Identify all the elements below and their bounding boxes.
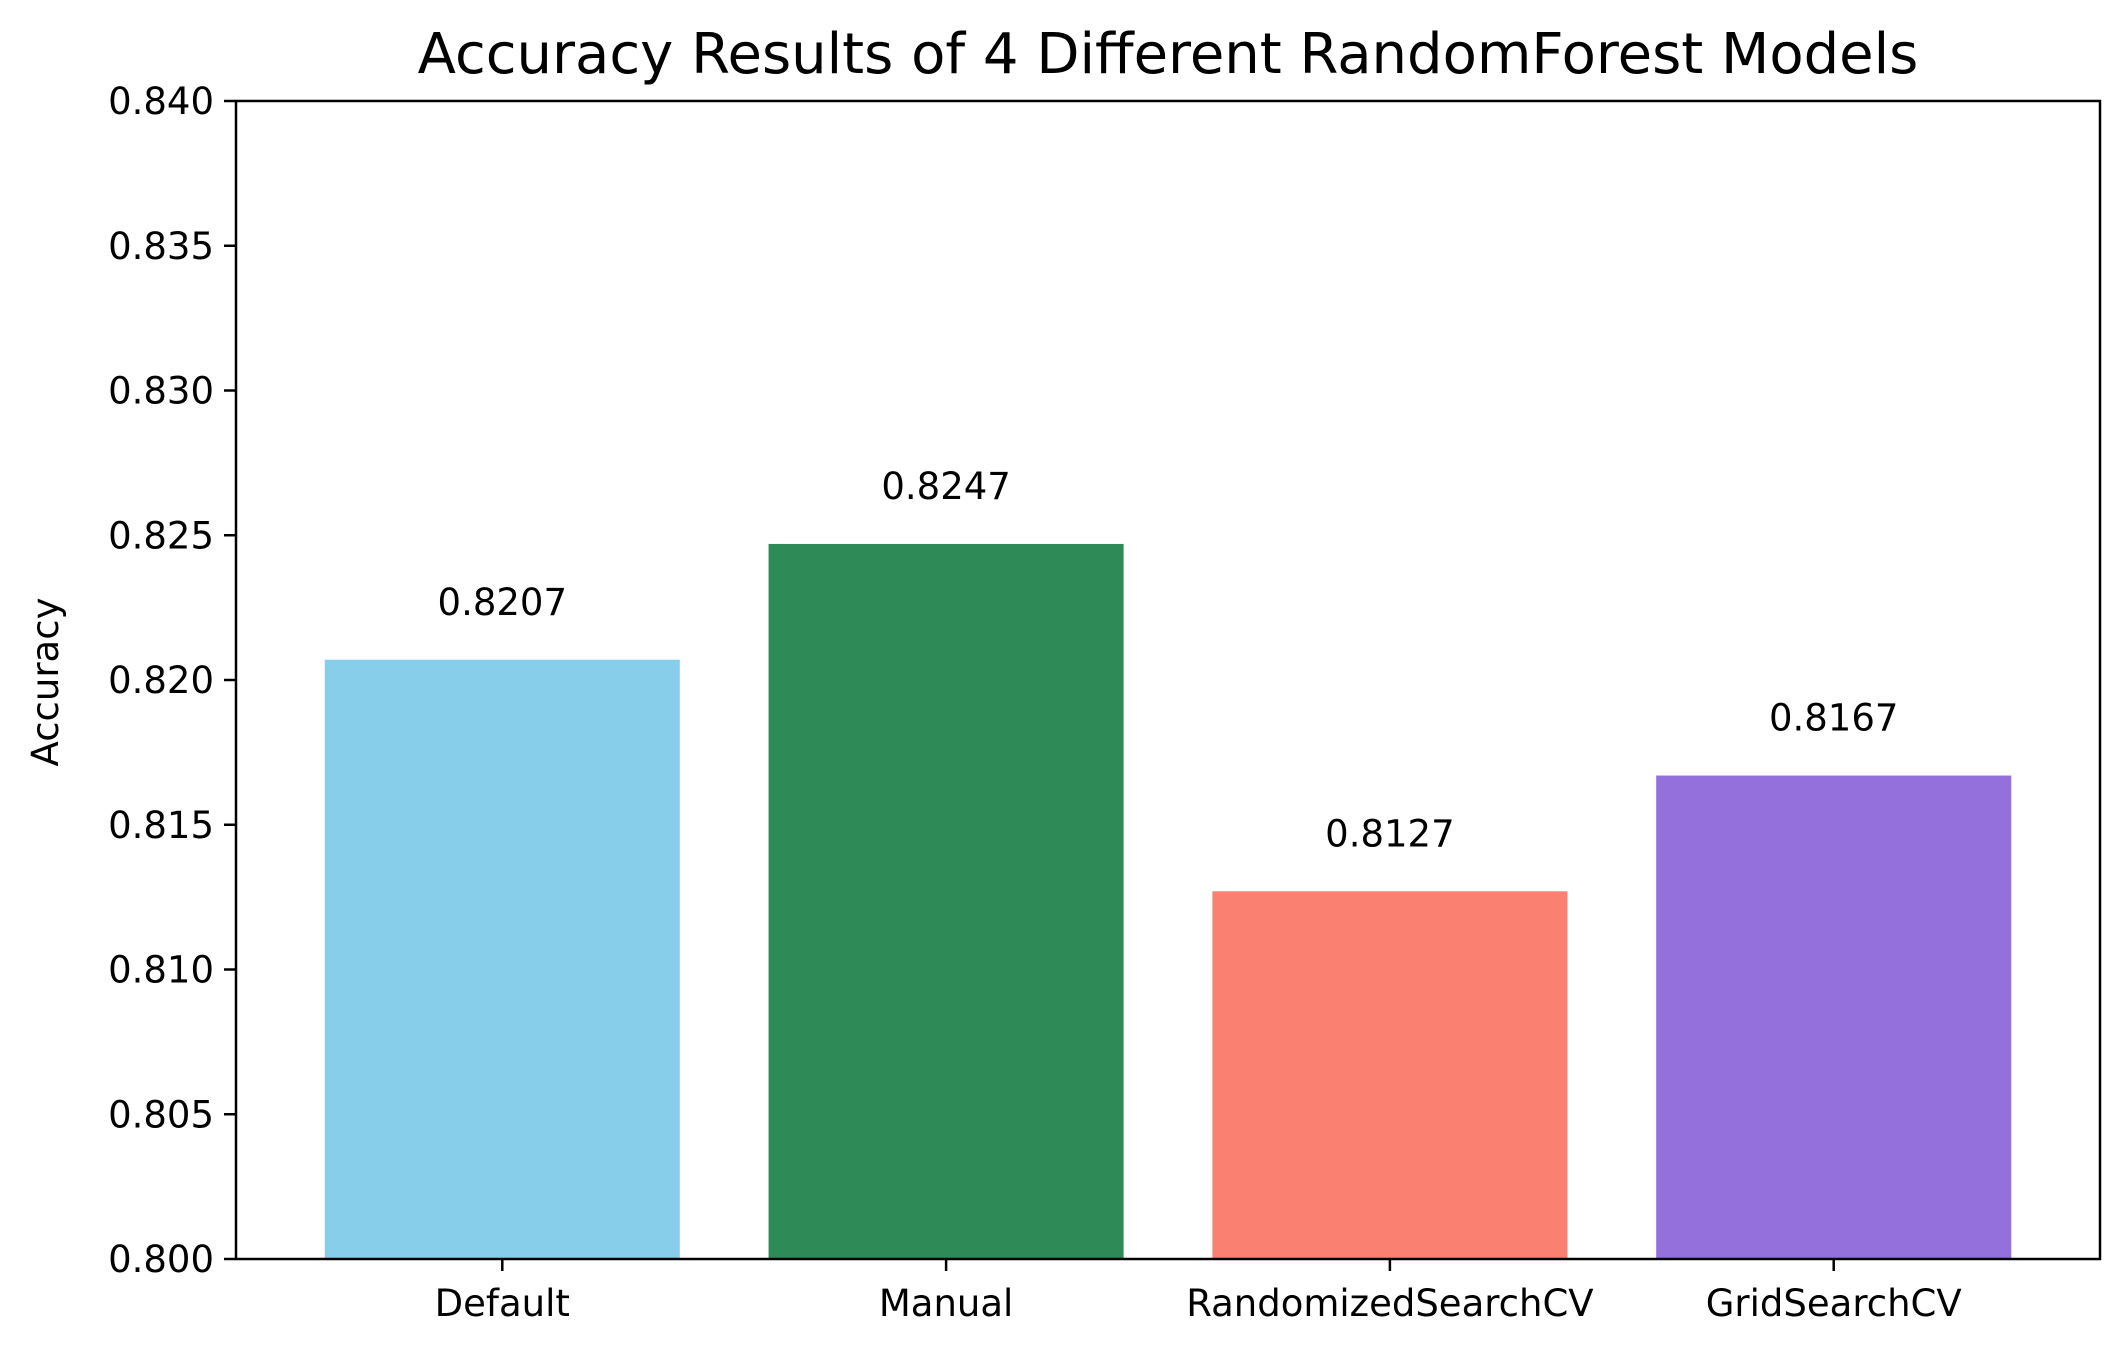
plot-area-frame [234, 99, 2102, 1261]
data-label: 0.8127 [1325, 812, 1454, 855]
x-axis-ticks: Default Manual RandomizedSearchCV GridSearc… [435, 1259, 1962, 1325]
data-label: 0.8167 [1769, 697, 1898, 740]
y-tick-label: 0.815 [108, 804, 214, 847]
y-tick-label: 0.800 [108, 1238, 214, 1281]
y-axis-ticks: 0.800 0.805 0.810 0.815 0.820 0.825 0.830 0.835… [108, 80, 236, 1281]
bar-default [324, 659, 680, 1259]
chart-title: Accuracy Results of 4 Different RandomFo… [418, 22, 1919, 87]
y-tick-label: 0.805 [108, 1093, 214, 1136]
x-tick-label: RandomizedSearchCV [1186, 1282, 1593, 1325]
x-tick-label: GridSearchCV [1706, 1282, 1962, 1325]
data-label: 0.8247 [881, 465, 1010, 508]
y-tick-label: 0.835 [108, 225, 214, 268]
x-tick-label: Default [435, 1282, 570, 1325]
bar-manual [768, 543, 1124, 1259]
x-tick-label: Manual [879, 1282, 1013, 1325]
data-label: 0.8207 [438, 581, 567, 624]
y-tick-label: 0.830 [108, 370, 214, 413]
y-tick-label: 0.825 [108, 514, 214, 557]
y-tick-label: 0.810 [108, 949, 214, 992]
bar-randomizedsearchcv [1212, 891, 1568, 1259]
bar-gridsearchcv [1656, 775, 2012, 1259]
y-tick-label: 0.820 [108, 659, 214, 702]
y-tick-label: 0.840 [108, 80, 214, 123]
bars-group [324, 543, 2012, 1259]
data-labels-group: 0.8207 0.8247 0.8127 0.8167 [438, 465, 1899, 855]
y-axis-label: Accuracy [24, 598, 67, 767]
